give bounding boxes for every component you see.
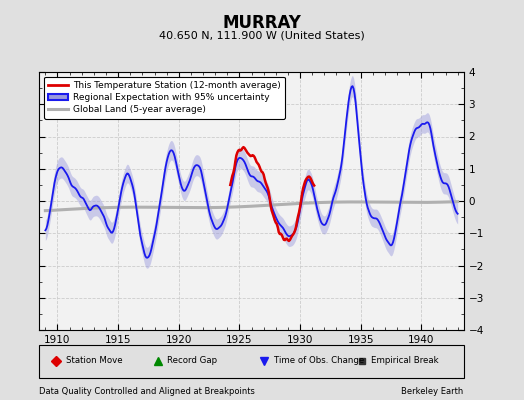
Legend: This Temperature Station (12-month average), Regional Expectation with 95% uncer: This Temperature Station (12-month avera… bbox=[44, 76, 285, 119]
Text: 1935: 1935 bbox=[347, 335, 374, 345]
Text: 1915: 1915 bbox=[105, 335, 132, 345]
Text: 1940: 1940 bbox=[408, 335, 434, 345]
Text: Time of Obs. Change: Time of Obs. Change bbox=[274, 356, 364, 366]
Text: Record Gap: Record Gap bbox=[168, 356, 217, 366]
Text: 40.650 N, 111.900 W (United States): 40.650 N, 111.900 W (United States) bbox=[159, 30, 365, 40]
Text: Station Move: Station Move bbox=[66, 356, 122, 366]
Text: Data Quality Controlled and Aligned at Breakpoints: Data Quality Controlled and Aligned at B… bbox=[39, 387, 255, 396]
Text: Empirical Break: Empirical Break bbox=[371, 356, 439, 366]
Text: 1925: 1925 bbox=[226, 335, 253, 345]
Text: 1920: 1920 bbox=[166, 335, 192, 345]
Text: 1910: 1910 bbox=[45, 335, 71, 345]
Text: 1930: 1930 bbox=[287, 335, 313, 345]
Text: MURRAY: MURRAY bbox=[223, 14, 301, 32]
Text: Berkeley Earth: Berkeley Earth bbox=[401, 387, 464, 396]
